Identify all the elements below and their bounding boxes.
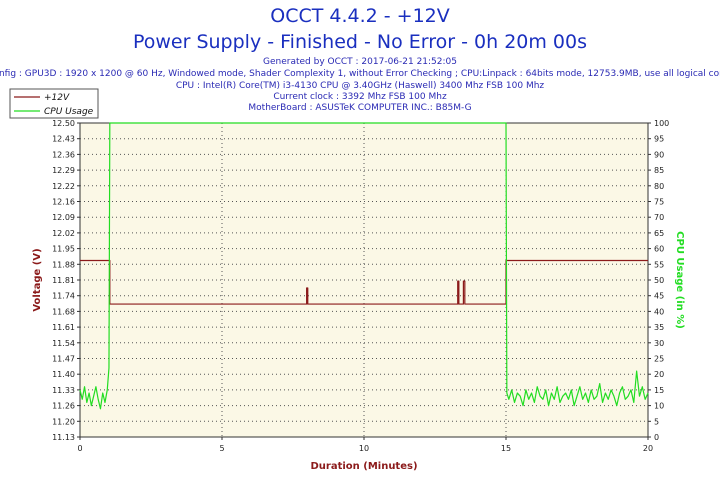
x-axis-title: Duration (Minutes) <box>310 461 417 472</box>
series-group <box>79 122 649 410</box>
y2-tick-label: 65 <box>654 229 664 238</box>
y-tick-label: 11.33 <box>52 386 75 395</box>
y-tick-label: 11.68 <box>52 307 75 316</box>
legend-label-voltage: +12V <box>44 93 70 103</box>
y-tick-label: 12.50 <box>52 119 75 128</box>
y-tick-label: 12.09 <box>52 213 75 222</box>
y2-tick-label: 100 <box>654 119 669 128</box>
info-cpu: CPU : Intel(R) Core(TM) i3-4130 CPU @ 3.… <box>176 81 545 91</box>
y-tick-label: 11.88 <box>52 260 75 269</box>
y2-tick-label: 30 <box>654 339 664 348</box>
chart-subtitle: Power Supply - Finished - No Error - 0h … <box>133 31 587 53</box>
y2-tick-label: 75 <box>654 198 664 207</box>
y2-tick-label: 55 <box>654 260 664 269</box>
y2-tick-label: 20 <box>654 370 664 379</box>
y2-axis-title: CPU Usage (in %) <box>674 231 685 329</box>
info-config: Config : GPU3D : 1920 x 1200 @ 60 Hz, Wi… <box>0 69 720 79</box>
y-tick-label: 11.74 <box>52 292 75 301</box>
info-motherboard: MotherBoard : ASUSTeK COMPUTER INC.: B85… <box>248 103 471 113</box>
y-axis-title: Voltage (V) <box>32 248 43 311</box>
y2-tick-label: 25 <box>654 355 664 364</box>
x-tick-label: 20 <box>643 444 653 453</box>
y-tick-label: 11.40 <box>52 370 75 379</box>
y2-tick-label: 50 <box>654 276 664 285</box>
x-tick-label: 10 <box>359 444 369 453</box>
y2-tick-label: 85 <box>654 166 664 175</box>
y-tick-label: 11.13 <box>52 433 75 442</box>
x-tick-label: 5 <box>219 444 224 453</box>
y2-tick-label: 60 <box>654 245 664 254</box>
series-line-cpu-usage <box>79 122 649 410</box>
y-tick-label: 11.81 <box>52 276 75 285</box>
legend: +12V CPU Usage <box>9 88 99 119</box>
info-generated: Generated by OCCT : 2017-06-21 21:52:05 <box>263 57 457 67</box>
series-line-voltage <box>80 259 648 305</box>
y-tick-label: 11.61 <box>52 323 75 332</box>
y2-tick-label: 45 <box>654 292 664 301</box>
y-tick-label: 11.95 <box>52 245 75 254</box>
y2-tick-label: 95 <box>654 135 664 144</box>
y2-tick-label: 15 <box>654 386 664 395</box>
y2-tick-label: 80 <box>654 182 664 191</box>
chart-title: OCCT 4.4.2 - +12V <box>270 5 450 27</box>
x-tick-label: 0 <box>77 444 82 453</box>
y2-tick-label: 10 <box>654 402 664 411</box>
legend-box <box>9 88 99 119</box>
legend-label-cpu: CPU Usage <box>44 107 94 117</box>
x-tick-label: 15 <box>501 444 511 453</box>
y2-tick-label: 5 <box>654 417 659 426</box>
y2-tick-label: 0 <box>654 433 659 442</box>
y2-tick-label: 35 <box>654 323 664 332</box>
y-tick-label: 12.43 <box>52 135 75 144</box>
y2-tick-label: 70 <box>654 213 664 222</box>
y-tick-label: 11.47 <box>52 355 75 364</box>
info-clock: Current clock : 3392 Mhz FSB 100 Mhz <box>273 92 447 102</box>
y-tick-label: 11.26 <box>52 402 75 411</box>
y-tick-label: 12.36 <box>52 150 75 159</box>
grid <box>80 123 648 437</box>
y-tick-label: 12.29 <box>52 166 75 175</box>
y2-tick-label: 40 <box>654 307 664 316</box>
y-axis-left: 11.13 11.20 11.26 11.33 11.40 11.47 11.54 11.61… <box>52 119 80 442</box>
y-tick-label: 12.16 <box>52 198 75 207</box>
y-tick-label: 11.54 <box>52 339 75 348</box>
x-axis: 0 5 10 15 20 <box>77 437 653 453</box>
y2-tick-label: 90 <box>654 150 664 159</box>
y-tick-label: 11.20 <box>52 417 75 426</box>
y-tick-label: 12.02 <box>52 229 75 238</box>
y-axis-right: 0 5 10 15 20 25 30 35 40 45 50 55 60 65 70 75 80 85 90 95 10… <box>648 119 669 442</box>
y-tick-label: 12.22 <box>52 182 75 191</box>
